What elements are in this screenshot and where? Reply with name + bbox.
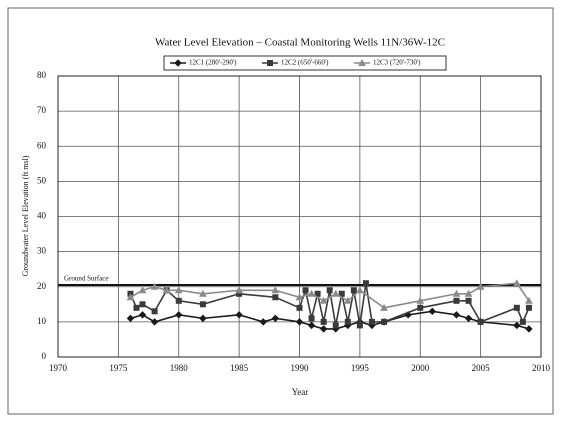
plot-border — [57, 75, 542, 358]
marker — [465, 297, 472, 304]
marker — [362, 280, 369, 287]
marker — [162, 286, 171, 294]
marker — [307, 321, 316, 330]
marker — [338, 290, 345, 297]
x-axis-label: Year — [292, 387, 309, 397]
y-tick-label: 0 — [42, 351, 47, 361]
marker — [307, 289, 316, 297]
legend-marker — [358, 58, 366, 66]
marker — [519, 318, 526, 325]
marker — [126, 314, 135, 323]
marker — [332, 322, 339, 329]
marker — [295, 293, 304, 301]
y-tick-label: 30 — [37, 246, 47, 256]
marker — [381, 318, 388, 325]
legend-box — [163, 55, 447, 71]
marker — [476, 282, 485, 290]
marker — [513, 279, 521, 287]
marker — [344, 318, 351, 325]
marker — [513, 321, 521, 330]
marker — [319, 296, 328, 304]
marker — [525, 304, 532, 311]
marker — [235, 311, 243, 319]
marker — [150, 282, 159, 290]
x-tick-label: 1980 — [170, 363, 189, 373]
marker — [271, 314, 280, 323]
marker — [133, 304, 140, 311]
marker — [416, 296, 425, 304]
legend-marker — [267, 60, 273, 66]
marker — [295, 318, 304, 326]
y-tick-label: 70 — [37, 105, 47, 115]
x-tick-label: 2000 — [411, 363, 430, 373]
y-tick-label: 20 — [37, 281, 47, 291]
marker — [139, 301, 146, 308]
marker — [326, 287, 333, 294]
marker — [380, 303, 388, 311]
marker — [199, 301, 206, 308]
marker — [464, 289, 473, 297]
chart-title: Water Level Elevation – Coastal Monitori… — [155, 37, 445, 49]
legend-label: 12C1 (280'-290') — [189, 59, 237, 67]
x-tick-label: 1970 — [49, 363, 68, 373]
legend-label: 12C3 (720'-730') — [373, 59, 421, 67]
marker — [356, 322, 363, 329]
marker — [356, 286, 364, 294]
marker — [525, 296, 533, 304]
y-tick-label: 80 — [37, 70, 47, 80]
legend-marker — [174, 59, 182, 67]
y-tick-label: 50 — [37, 175, 47, 185]
marker — [175, 311, 183, 319]
marker — [138, 311, 147, 319]
marker — [150, 318, 159, 326]
x-tick-label: 2010 — [532, 363, 551, 373]
marker — [319, 325, 328, 333]
marker — [343, 296, 352, 304]
marker — [174, 286, 183, 294]
marker — [477, 318, 484, 325]
marker — [452, 289, 461, 297]
marker — [368, 318, 375, 325]
x-tick-label: 1985 — [230, 363, 249, 373]
marker — [271, 286, 280, 294]
marker — [199, 314, 207, 323]
marker — [259, 318, 267, 326]
marker — [296, 304, 303, 311]
marker — [453, 297, 460, 304]
marker — [308, 315, 315, 322]
marker — [126, 293, 135, 301]
y-axis-label: Groundwater Level Elevation (ft msl) — [21, 155, 30, 276]
ground-surface-label: Ground Surface — [64, 275, 109, 283]
marker — [302, 287, 309, 294]
marker — [272, 294, 279, 301]
legend-label: 12C2 (650'-660') — [281, 59, 329, 67]
marker — [235, 286, 243, 294]
marker — [199, 289, 207, 297]
x-tick-label: 1975 — [109, 363, 128, 373]
marker — [464, 314, 473, 323]
y-tick-label: 60 — [37, 140, 47, 150]
marker — [350, 287, 357, 294]
marker — [452, 311, 461, 319]
y-tick-label: 40 — [37, 211, 47, 221]
marker — [331, 289, 340, 297]
x-tick-label: 1995 — [351, 363, 370, 373]
marker — [417, 304, 424, 311]
x-tick-label: 1990 — [291, 363, 310, 373]
y-tick-label: 10 — [37, 316, 47, 326]
marker — [138, 286, 147, 294]
marker — [314, 290, 321, 297]
marker — [525, 325, 533, 333]
marker — [513, 304, 520, 311]
marker — [151, 308, 158, 315]
marker — [175, 297, 182, 304]
marker — [320, 318, 327, 325]
x-tick-label: 2005 — [472, 363, 491, 373]
marker — [428, 307, 437, 316]
